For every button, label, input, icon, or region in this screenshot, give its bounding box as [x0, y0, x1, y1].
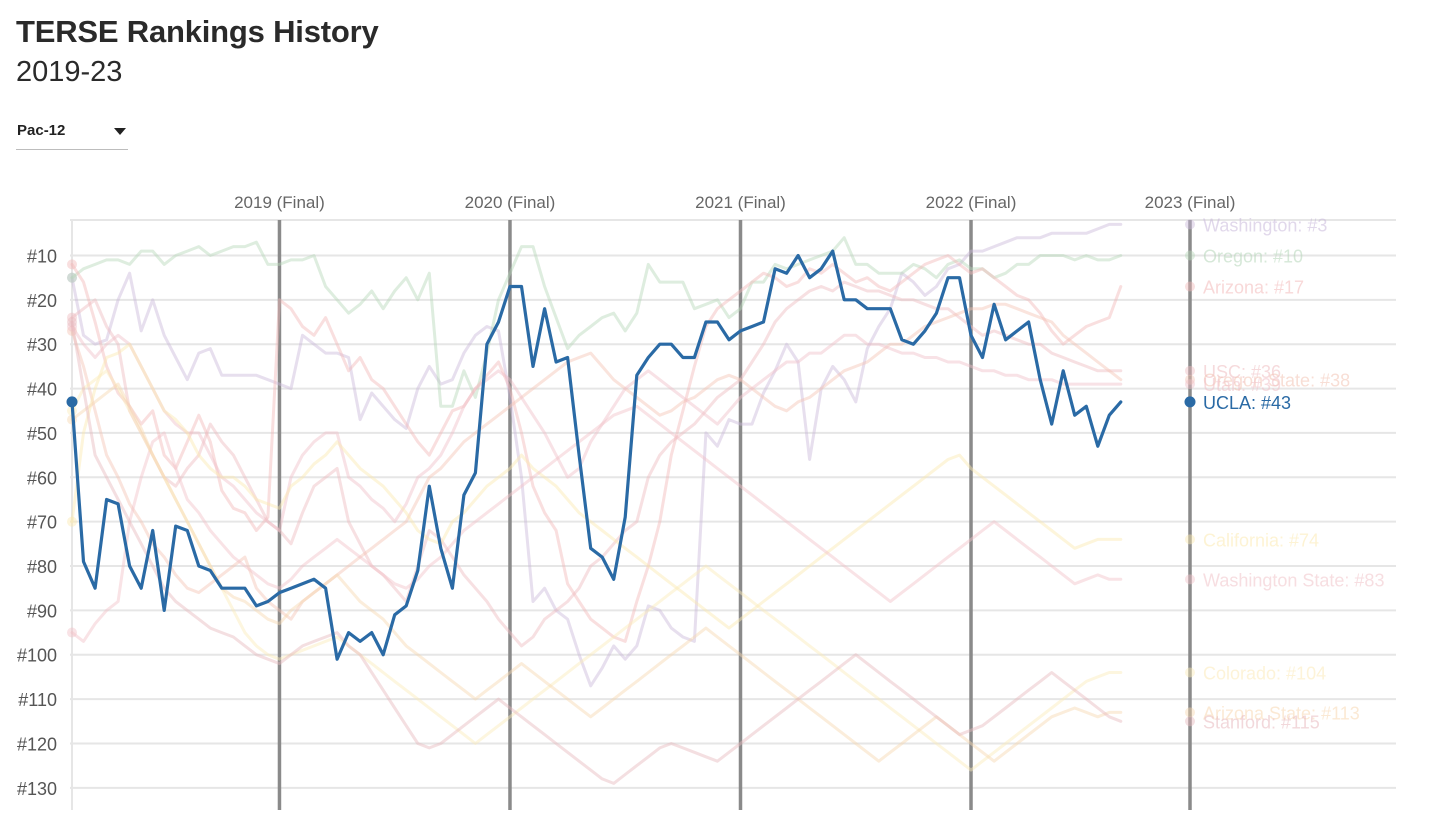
series-line: [70, 320, 1123, 785]
series-end-point: [1185, 707, 1195, 718]
series-end-label: Oregon State: #38: [1203, 371, 1350, 391]
season-marker-label: 2023 (Final): [1145, 193, 1236, 212]
series-end-label: Colorado: #104: [1203, 663, 1326, 683]
series-start-point: [67, 325, 77, 336]
series-start-point: [67, 317, 77, 328]
series-end-point: [1185, 374, 1195, 385]
series-end-label: USC: #36: [1203, 362, 1281, 382]
series-line: [70, 280, 1123, 648]
series-start-point: [67, 627, 77, 638]
series-line: [70, 325, 1123, 532]
caret-down-icon: [114, 128, 126, 135]
series-start-point: [67, 259, 77, 270]
y-tick-label: #90: [27, 601, 57, 621]
season-marker-label: 2021 (Final): [695, 193, 786, 212]
season-marker-label: 2020 (Final): [465, 193, 556, 212]
y-tick-label: #30: [27, 335, 57, 355]
season-markers: 2019 (Final) 2020 (Final) 2021 (Final) 2022…: [234, 193, 1235, 810]
series-end-point: [1185, 281, 1195, 292]
series-labels: Washington: #3 Oregon: #10 Arizona: #17 USC…: [1203, 215, 1384, 732]
series-end-point: [1185, 574, 1195, 585]
season-marker-label: 2019 (Final): [234, 193, 325, 212]
series-end-label: Arizona State: #113: [1203, 703, 1360, 723]
season-marker-label: 2022 (Final): [926, 193, 1017, 212]
y-tick-label: #60: [27, 468, 57, 488]
y-tick-label: #80: [27, 557, 57, 577]
series-end-label: UCLA: #43: [1203, 393, 1291, 413]
series-line: [70, 222, 1123, 688]
series-end-point: [1185, 534, 1195, 545]
y-tick-label: #120: [17, 734, 57, 754]
series-end-label: Stanford: #115: [1203, 712, 1320, 732]
chart-title: TERSE Rankings History: [16, 14, 379, 49]
rankings-line-chart: #10 #20 #30 #40 #50 #60 #70 #80 #90 #100 #110 #120 #…: [17, 193, 1396, 810]
series-line: [70, 254, 1123, 643]
y-tick-label: #130: [17, 779, 57, 799]
y-tick-label: #70: [27, 513, 57, 533]
series-end-point: [1184, 396, 1196, 408]
series-end-label: Utah: #39: [1203, 375, 1281, 395]
series-start-point: [66, 396, 78, 408]
series-line: [70, 236, 1123, 408]
conference-dropdown-value: Pac-12: [17, 122, 66, 139]
series-end-point: [1185, 365, 1195, 376]
grid: #10 #20 #30 #40 #50 #60 #70 #80 #90 #100 #110 #120 #…: [17, 219, 1396, 810]
series-line: [70, 302, 1123, 621]
series-line: [70, 382, 1123, 763]
series-end-label: Washington State: #83: [1203, 570, 1384, 590]
y-tick-label: #110: [18, 690, 57, 710]
y-tick-label: #100: [17, 646, 57, 666]
series-lines: [66, 219, 1196, 785]
series-end-label: Washington: #3: [1203, 215, 1327, 235]
series-start-point: [67, 272, 77, 283]
series-end-label: Arizona: #17: [1203, 278, 1304, 298]
series-end-point: [1185, 379, 1195, 390]
series-line: [70, 404, 1123, 643]
series-end-point: [1185, 716, 1195, 727]
series-start-point: [67, 272, 77, 283]
series-end-point: [1185, 250, 1195, 261]
series-line: [70, 249, 1123, 661]
series-end-label: Oregon: #10: [1203, 246, 1303, 266]
conference-dropdown[interactable]: Pac-12: [16, 116, 128, 150]
y-tick-label: #50: [27, 424, 57, 444]
series-line: [70, 369, 1123, 772]
series-start-point: [67, 516, 77, 527]
y-tick-label: #40: [27, 380, 57, 400]
series-end-point: [1185, 667, 1195, 678]
series-line: [70, 342, 1123, 630]
y-tick-label: #10: [27, 246, 57, 266]
series-start-point: [67, 312, 77, 323]
series-end-label: California: #74: [1203, 530, 1319, 550]
series-start-point: [67, 321, 77, 332]
y-tick-label: #20: [27, 291, 57, 311]
chart-subtitle: 2019-23: [16, 56, 123, 88]
series-end-point: [1185, 219, 1195, 230]
